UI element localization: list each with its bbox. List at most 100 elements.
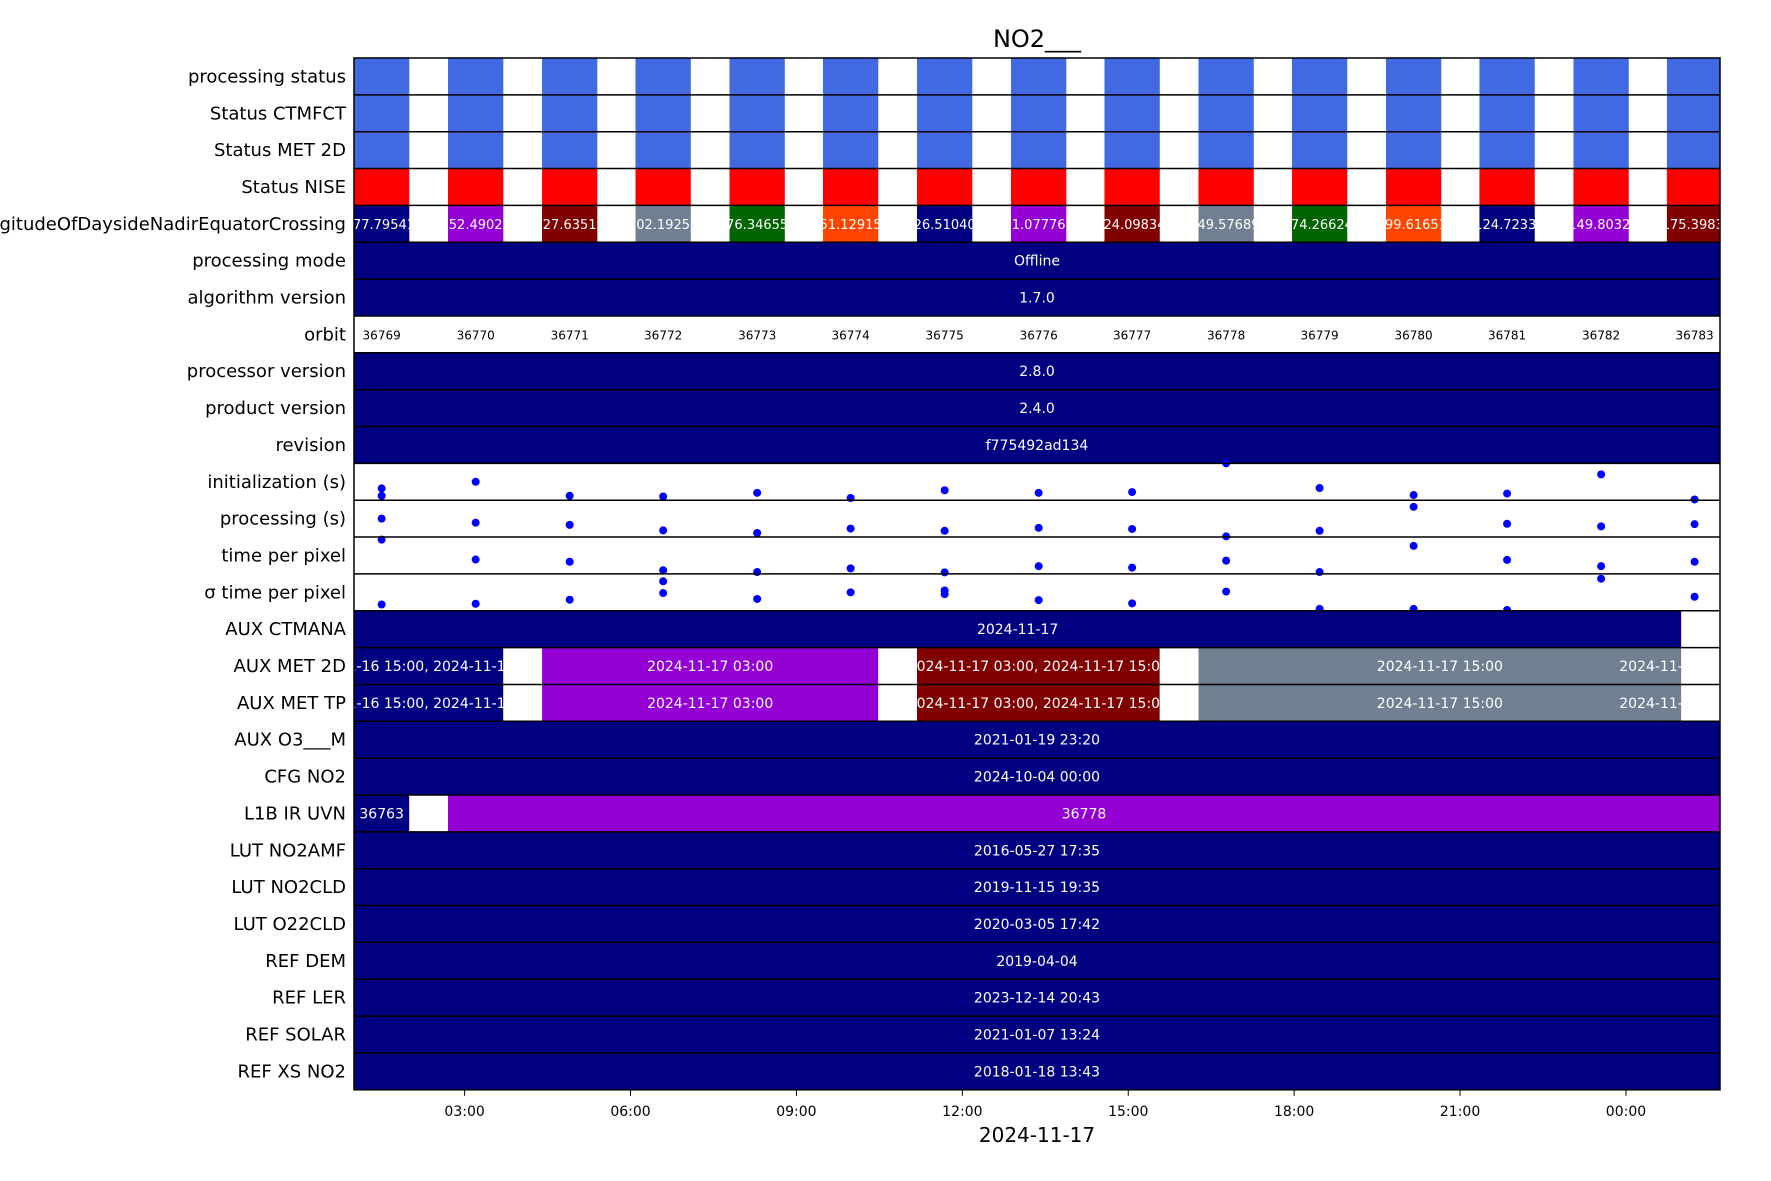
row-ref-dem: 2019-04-04 [354, 942, 1720, 980]
span-aux-ctmana-0 [354, 610, 1682, 648]
granule-value-36770: 152.49021 [441, 218, 511, 233]
point-time-per-pixel-36778-0 [1222, 587, 1231, 596]
granule-longitudeofdaysidenadirequatorcrossing-36769 [354, 205, 410, 243]
span-aux-ctmana-1 [1681, 610, 1720, 648]
orbit-label-36775: 36775 [926, 328, 964, 342]
span-aux-met-2d-1 [503, 647, 543, 685]
orbit-label-36771: 36771 [551, 328, 589, 342]
span-ref-xs-no2-0 [354, 1052, 1720, 1090]
granule-processing-status-36777 [1104, 58, 1160, 95]
x-tick-label: 15:00 [1108, 1104, 1148, 1120]
row-label-product-version: product version [205, 398, 346, 419]
point-time-per-pixel-36782-0 [1597, 574, 1606, 583]
granule-longitudeofdaysidenadirequatorcrossing-36781 [1479, 205, 1535, 243]
row-label-longitudeofdaysidenadirequatorcrossing: LongitudeOfDaysideNadirEquatorCrossing [0, 214, 346, 235]
span-label-ref-solar-0: 2021-01-07 13:24 [974, 1028, 1100, 1044]
orbit-label-36781: 36781 [1488, 328, 1526, 342]
x-tick-label: 03:00 [444, 1104, 484, 1120]
granule-processing-status-36781 [1479, 58, 1535, 95]
span-product-version-0 [354, 389, 1720, 427]
span-aux-met-tp-8 [1722, 684, 1771, 721]
point-time-per-pixel-36783-0 [1690, 557, 1699, 566]
point-processing-s-36779-0 [1315, 526, 1324, 535]
span-label-aux-met-2d-4: 2024-11-17 03:00, 2024-11-17 15:00 [908, 659, 1169, 675]
row-label-status-nise: Status NISE [241, 177, 346, 198]
point-processing-s-36777-0 [1128, 524, 1137, 533]
row-cfg-no2: 2024-10-04 00:00 [354, 758, 1720, 795]
granule-status-ctmfct-36781 [1479, 94, 1535, 132]
granule-processing-status-36774 [822, 58, 879, 95]
span-label-processing-mode-0: Offline [1014, 254, 1060, 270]
point-time-per-pixel-36773-0 [753, 594, 762, 603]
granule-value-36781: -124.72331 [1470, 218, 1545, 233]
granule-value-36773: 76.34655 [726, 218, 788, 233]
granule-processing-status-36771 [542, 58, 598, 95]
point-initialization-s-36769-1 [377, 484, 386, 493]
orbit-label-36772: 36772 [644, 328, 682, 342]
point-processing-s-36780-0 [1409, 502, 1418, 511]
span-aux-met-2d-5 [1159, 647, 1199, 685]
row-label-aux-o3-m: AUX O3___M [234, 730, 346, 751]
span-l1b-ir-uvn-0 [354, 795, 410, 832]
granule-status-ctmfct-36771 [542, 94, 598, 132]
granule-status-met-2d-36783 [1666, 131, 1720, 169]
plot-frame [353, 57, 1721, 1091]
x-tick-label: 18:00 [1274, 1104, 1314, 1120]
granule-status-nise-36777 [1104, 168, 1160, 206]
granule-status-nise-36782 [1573, 168, 1629, 206]
point-initialization-s-36772-0 [659, 492, 668, 501]
row-label-initialization-s: initialization (s) [207, 472, 346, 493]
span-label-lut-no2cld-0: 2019-11-15 19:35 [974, 880, 1100, 896]
granule-longitudeofdaysidenadirequatorcrossing-36779 [1291, 205, 1348, 243]
row-ref-solar: 2021-01-07 13:24 [354, 1016, 1720, 1053]
x-tick-label: 09:00 [776, 1104, 816, 1120]
granule-processing-status-36773 [729, 58, 785, 95]
span-aux-met-2d-0 [354, 647, 504, 685]
row-l1b-ir-uvn: 36763 36778 [354, 795, 1720, 832]
granule-value-36778: -49.57689 [1193, 218, 1260, 233]
granule-processing-status-36778 [1198, 58, 1254, 95]
row-label-aux-met-tp: AUX MET TP [237, 693, 346, 714]
span-aux-met-tp-4 [916, 684, 1160, 722]
point-initialization-s-36779-0 [1315, 484, 1324, 493]
point-processing-s-36782-0 [1597, 522, 1606, 531]
span-label-cfg-no2-0: 2024-10-04 00:00 [974, 770, 1100, 786]
granule-value-36775: 26.51040 [914, 218, 976, 233]
row-label-cfg-no2: CFG NO2 [264, 767, 346, 788]
span-label-ref-ler-0: 2023-12-14 20:43 [974, 991, 1100, 1007]
row-status-ctmfct [354, 94, 1720, 132]
row-algorithm-version: 1.7.0 [354, 279, 1720, 316]
row-label-status-met-2d: Status MET 2D [214, 140, 346, 161]
granule-status-met-2d-36773 [729, 131, 785, 169]
point-initialization-s-36780-0 [1409, 491, 1418, 500]
span-aux-met-tp-6 [1198, 684, 1682, 722]
point-time-per-pixel-36773-0 [753, 568, 762, 577]
row-label-ref-ler: REF LER [272, 988, 346, 1009]
point-processing-s-36781-0 [1503, 519, 1512, 528]
row-product-version: 2.4.0 [354, 389, 1720, 427]
granule-status-met-2d-36780 [1385, 131, 1442, 169]
row-label-revision: revision [275, 435, 346, 456]
row-aux-o3-m: 2021-01-19 23:20 [354, 721, 1720, 759]
span-label-algorithm-version-0: 1.7.0 [1019, 291, 1055, 307]
point-initialization-s-36769-0 [377, 491, 386, 500]
x-tick-label: 12:00 [942, 1104, 982, 1120]
granule-status-met-2d-36776 [1011, 131, 1067, 169]
span-aux-met-2d-2 [542, 647, 879, 685]
span-label-revision-0: f775492ad134 [986, 438, 1089, 454]
point-time-per-pixel-36777-0 [1128, 599, 1137, 608]
row-ref-ler: 2023-12-14 20:43 [354, 979, 1720, 1017]
point-time-per-pixel-36772-1 [659, 589, 668, 598]
granule-processing-status-36783 [1666, 58, 1720, 95]
granule-longitudeofdaysidenadirequatorcrossing-36775 [916, 205, 973, 243]
granule-longitudeofdaysidenadirequatorcrossing-36774 [822, 205, 879, 243]
granule-status-ctmfct-36783 [1666, 94, 1720, 132]
span-label-aux-met-2d-8: 2024-11-17 15:00, 2024-11-18 03:00 [1619, 659, 1771, 675]
granule-value-36771: 127.63519 [535, 218, 605, 233]
granule-longitudeofdaysidenadirequatorcrossing-36777 [1104, 205, 1160, 243]
orbit-label-36769: 36769 [363, 328, 401, 342]
granule-processing-status-36772 [635, 58, 691, 95]
granule-status-nise-36783 [1666, 168, 1720, 206]
span-label-aux-met-2d-2: 2024-11-17 03:00 [647, 659, 773, 675]
